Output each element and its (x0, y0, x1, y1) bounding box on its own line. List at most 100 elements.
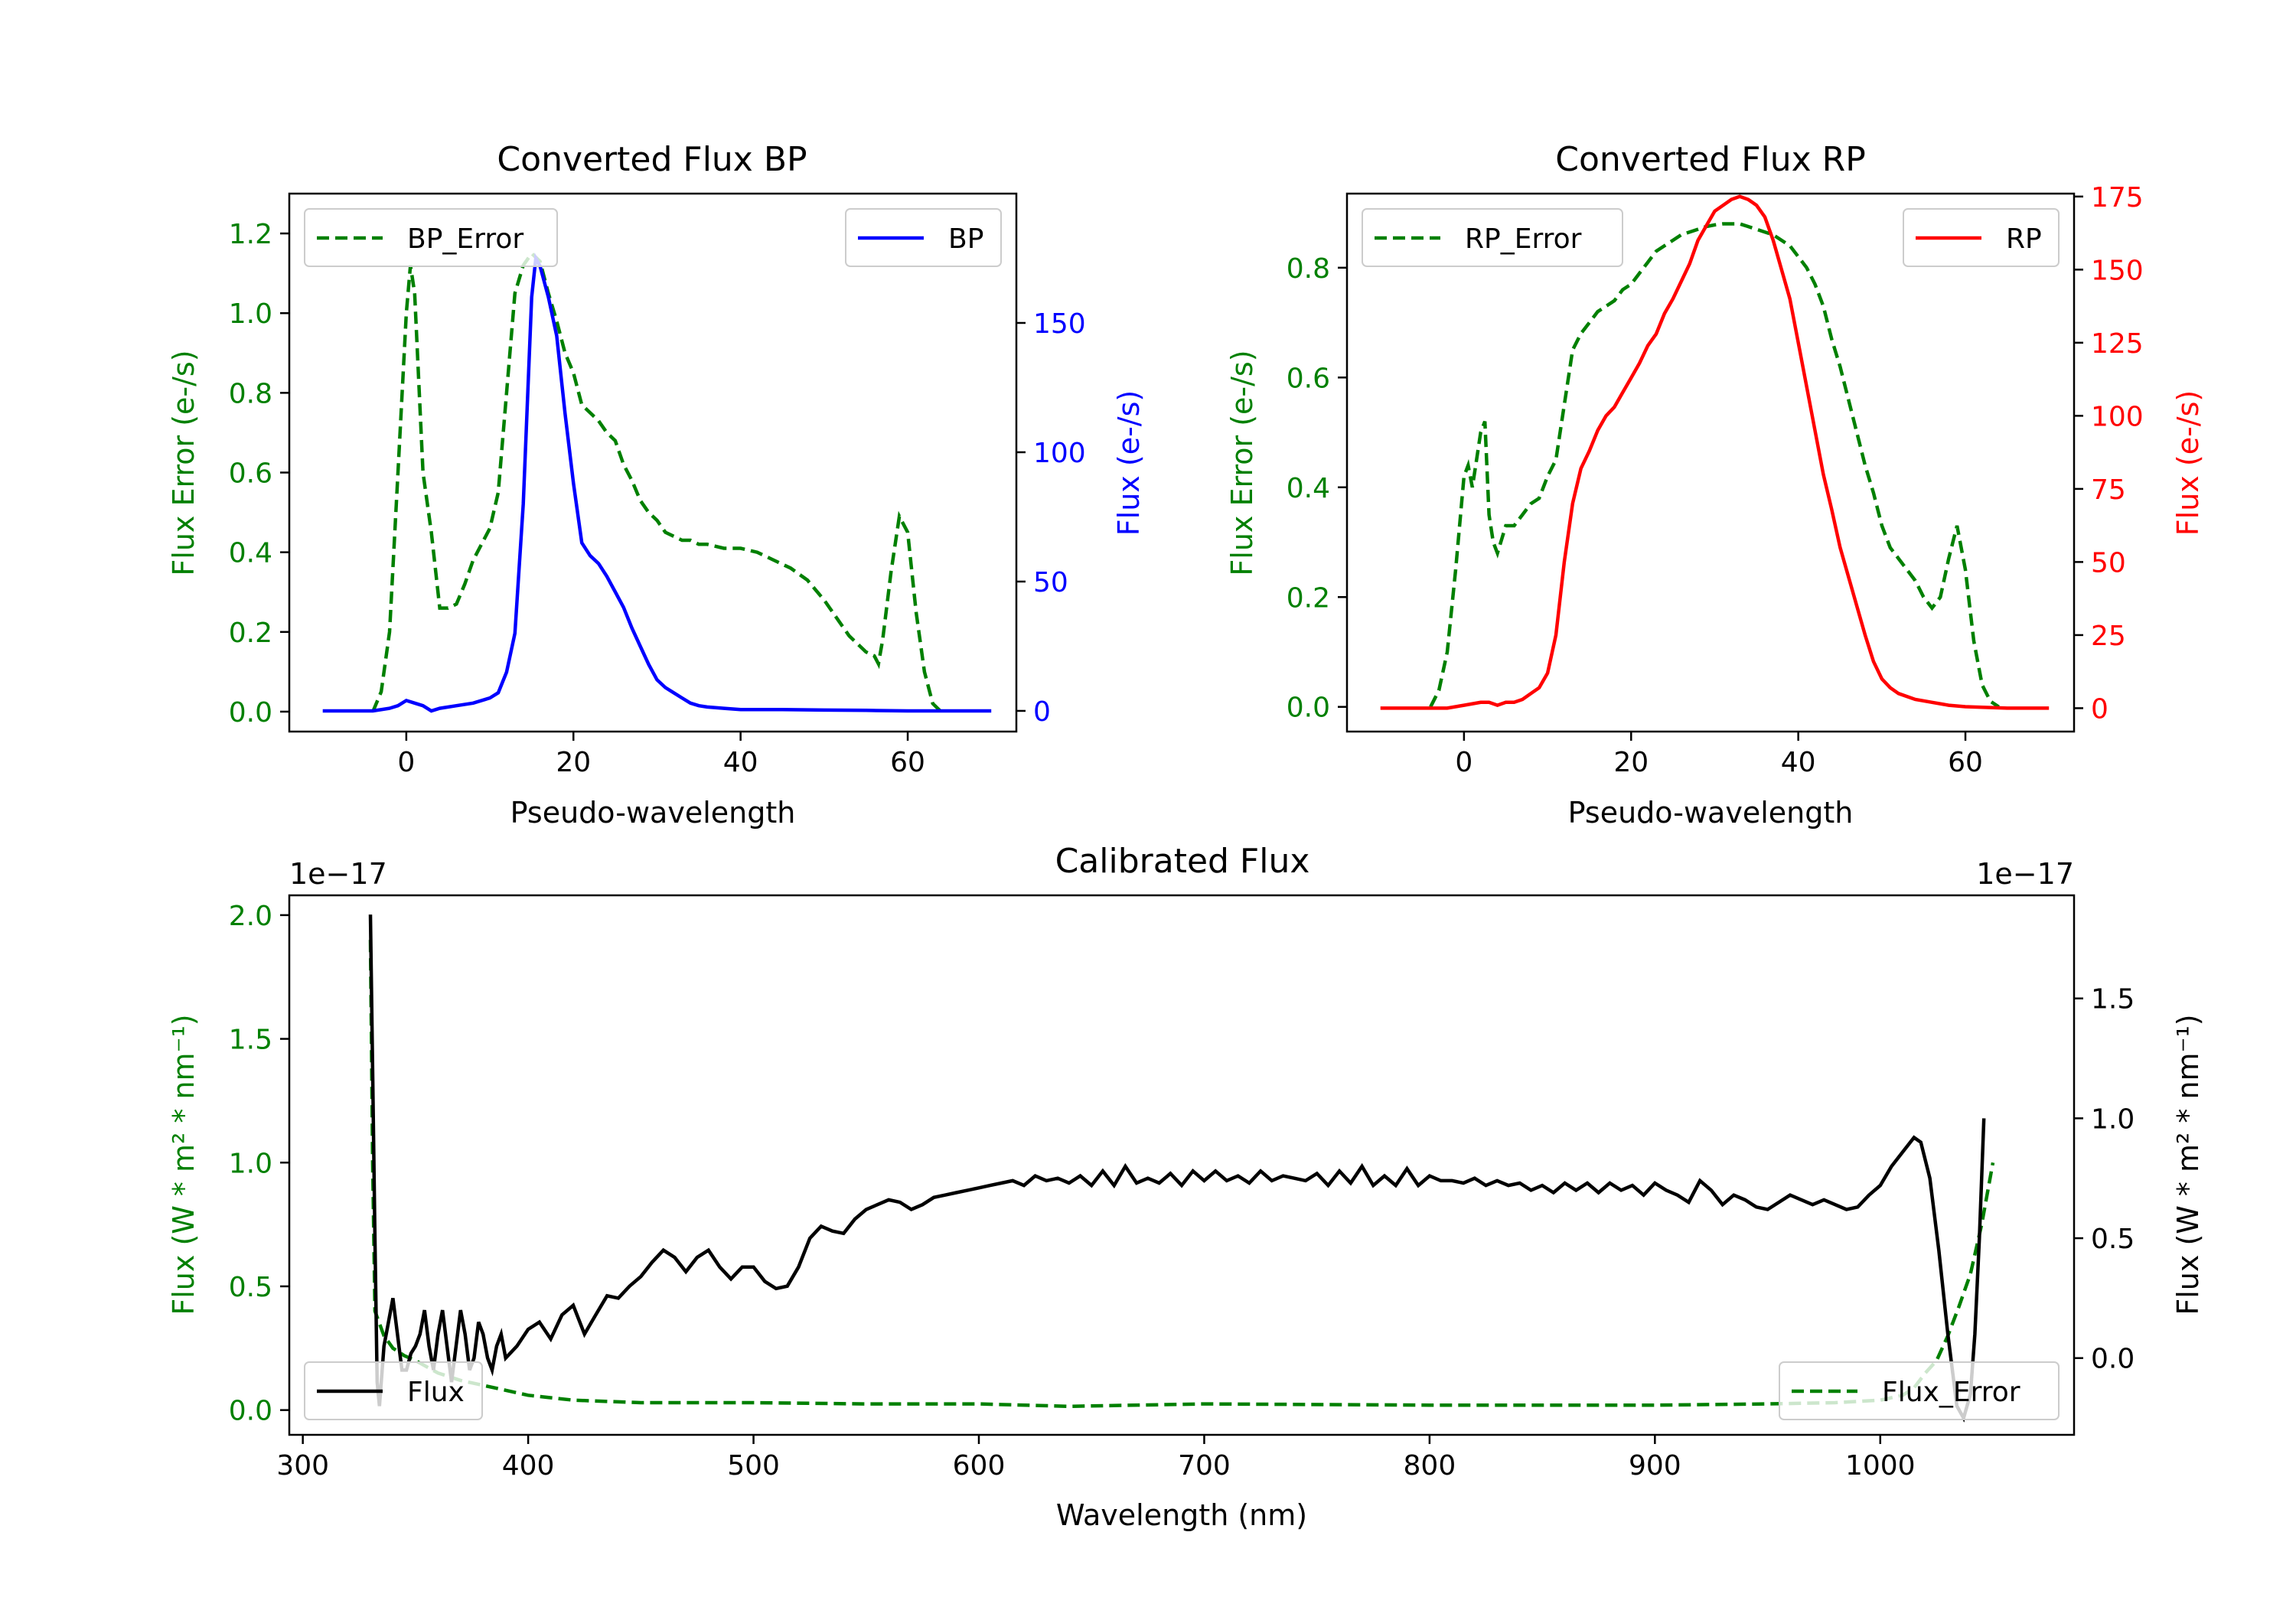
calibrated-xtick-label: 500 (727, 1450, 780, 1482)
rp-legend-error-label: RP_Error (1465, 223, 1582, 255)
bp-ytick-left-label: 0.4 (229, 538, 272, 569)
bp-axes-frame (288, 192, 1018, 733)
bp-ylabel-right: Flux (e-/s) (1112, 390, 1146, 536)
bp-xtick-label: 0 (397, 747, 415, 778)
calibrated-ytick-right-label: 1.0 (2091, 1103, 2135, 1135)
calibrated-legend-error-label: Flux_Error (1882, 1377, 2020, 1408)
rp-ytick-left-label: 0.4 (1287, 473, 1330, 504)
rp-ylabel-right: Flux (e-/s) (2171, 390, 2205, 536)
bp-flux-line (322, 253, 992, 713)
rp-ytick-right-label: 175 (2091, 182, 2144, 214)
calibrated-ytick-right-label: 0.0 (2091, 1344, 2135, 1375)
rp-error-line-group (1429, 222, 2000, 709)
bp-ytick-right-label: 50 (1033, 567, 1068, 598)
calibrated-ytick-left-label: 1.5 (229, 1025, 272, 1056)
bp-ytick-left-label: 1.2 (229, 219, 272, 250)
rp-ytick-left-label: 0.6 (1287, 363, 1330, 394)
calibrated-yticks-right: 0.0 0.5 1.0 1.5 (2074, 984, 2135, 1375)
rp-flux-line (1380, 194, 2050, 710)
calibrated-flux-line-group (368, 914, 1986, 1423)
bp-yticks-right: 0 50 100 150 (1016, 308, 1086, 728)
calibrated-xtick-label: 400 (502, 1450, 555, 1482)
rp-yticks-right: 0 25 50 75 100 125 150 175 (2074, 182, 2144, 725)
calibrated-ytick-left-label: 0.0 (229, 1396, 272, 1427)
calibrated-xtick-label: 600 (953, 1450, 1006, 1482)
calibrated-flux-line (368, 914, 1986, 1423)
rp-ytick-right-label: 125 (2091, 328, 2144, 360)
calibrated-offset-right: 1e−17 (1976, 857, 2074, 891)
bp-panel: Converted Flux BP 0 20 40 60 0.00.20.40.60.… (167, 140, 1146, 830)
rp-xtick-label: 20 (1613, 747, 1649, 778)
rp-ytick-right-label: 100 (2091, 401, 2144, 432)
bp-ytick-left-label: 1.0 (229, 298, 272, 330)
rp-flux-line-group (1380, 194, 2050, 710)
calibrated-legend-flux: Flux (304, 1361, 483, 1420)
rp-ytick-left-label: 0.2 (1287, 582, 1330, 614)
bp-xtick-label: 40 (723, 747, 758, 778)
calibrated-legend-error: Flux_Error (1779, 1361, 2060, 1420)
rp-legend-flux: RP (1903, 208, 2060, 267)
bp-xlabel: Pseudo-wavelength (510, 796, 796, 830)
rp-legend-error-box (1362, 208, 1623, 267)
calibrated-xticks: 300 400 500 600 700 800 900 1000 (276, 1435, 1916, 1482)
calibrated-ylabel-left: Flux (W * m² * nm⁻¹) (167, 1014, 201, 1315)
calibrated-title: Calibrated Flux (1055, 842, 1310, 881)
rp-ytick-left-label: 0.0 (1287, 693, 1330, 724)
calibrated-ytick-right-label: 0.5 (2091, 1224, 2135, 1255)
rp-legend-error: RP_Error (1362, 208, 1623, 267)
calibrated-legend-error-box (1779, 1361, 2060, 1420)
rp-xtick-label: 60 (1948, 747, 1983, 778)
bp-legend-flux: BP (845, 208, 1002, 267)
rp-ytick-right-label: 150 (2091, 255, 2144, 286)
rp-xtick-label: 0 (1455, 747, 1473, 778)
rp-ytick-right-label: 50 (2091, 547, 2126, 579)
bp-ytick-left-label: 0.8 (229, 378, 272, 409)
calibrated-ytick-left-label: 2.0 (229, 901, 272, 932)
calibrated-offset-left: 1e−17 (289, 857, 387, 891)
rp-xtick-label: 40 (1781, 747, 1816, 778)
calibrated-xtick-label: 300 (276, 1450, 329, 1482)
bp-xtick-label: 60 (890, 747, 925, 778)
calibrated-ytick-left-label: 1.0 (229, 1148, 272, 1179)
calibrated-xtick-label: 700 (1178, 1450, 1231, 1482)
bp-yticks-left: 0.0 0.2 0.4 0.6 0.8 1.0 1.2 (229, 219, 289, 729)
calibrated-legend-flux-label: Flux (407, 1377, 465, 1408)
bp-ytick-left-label: 0.6 (229, 458, 272, 490)
bp-ytick-left-label: 0.2 (229, 618, 272, 649)
rp-panel: Converted Flux RP 0 20 40 60 0.0 0.2 0.4 0.6 0.… (1225, 140, 2205, 830)
bp-title: Converted Flux BP (497, 140, 807, 179)
rp-ylabel-left: Flux Error (e-/s) (1225, 350, 1259, 575)
calibrated-axes-frame (288, 894, 2076, 1436)
calibrated-ytick-right-label: 1.5 (2091, 984, 2135, 1015)
calibrated-xtick-label: 800 (1404, 1450, 1456, 1482)
bp-legend-error-label: BP_Error (407, 223, 523, 255)
rp-legend-flux-label: RP (2006, 223, 2042, 255)
calibrated-yticks-left: 0.0 0.5 1.0 1.5 2.0 (229, 901, 289, 1427)
calibrated-xtick-label: 1000 (1845, 1450, 1916, 1482)
calibrated-ylabel-right: Flux (W * m² * nm⁻¹) (2171, 1014, 2205, 1315)
rp-error-line (1429, 222, 2000, 709)
calibrated-panel: Calibrated Flux 1e−17 1e−17 300 400 500 600… (167, 842, 2205, 1532)
calibrated-legend-flux-box (304, 1361, 483, 1420)
rp-xticks: 0 20 40 60 (1455, 732, 1983, 778)
rp-ytick-right-label: 75 (2091, 474, 2126, 506)
bp-ytick-right-label: 0 (1033, 696, 1051, 728)
rp-title: Converted Flux RP (1555, 140, 1866, 179)
rp-ytick-right-label: 25 (2091, 621, 2126, 652)
bp-xtick-label: 20 (556, 747, 591, 778)
bp-legend-flux-label: BP (948, 223, 983, 255)
calibrated-xlabel: Wavelength (nm) (1056, 1498, 1307, 1532)
bp-legend-error: BP_Error (304, 208, 558, 267)
rp-xlabel: Pseudo-wavelength (1568, 796, 1854, 830)
bp-legend-error-box (304, 208, 558, 267)
calibrated-xtick-label: 900 (1629, 1450, 1681, 1482)
rp-ytick-left-label: 0.8 (1287, 253, 1330, 285)
bp-ytick-right-label: 150 (1033, 308, 1086, 340)
rp-ytick-right-label: 0 (2091, 693, 2108, 725)
bp-error-line-group (371, 250, 943, 713)
bp-error-line (371, 250, 943, 713)
bp-flux-line-group (322, 253, 992, 713)
bp-ylabel-left: Flux Error (e-/s) (167, 350, 201, 575)
